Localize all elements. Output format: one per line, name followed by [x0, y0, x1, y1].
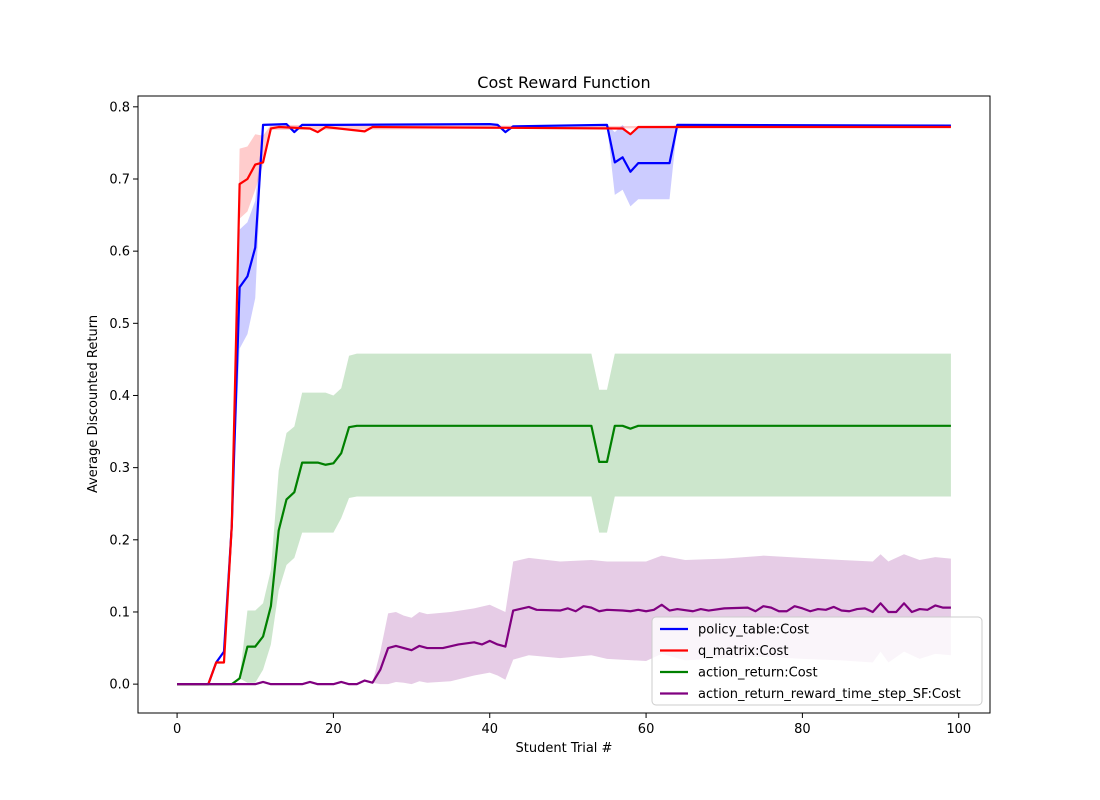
y-tick-label: 0.5 [109, 317, 130, 332]
legend-label-3: action_return:Cost [698, 666, 818, 681]
legend: policy_table:Cost q_matrix:Cost action_ret… [651, 616, 983, 706]
x-tick-label: 20 [325, 722, 342, 737]
x-tick-label: 100 [946, 722, 971, 737]
chart-title: Cost Reward Function [477, 73, 650, 92]
legend-box [651, 616, 983, 706]
x-axis: 0 20 40 60 80 100 [173, 713, 971, 737]
series-lines [177, 123, 951, 686]
legend-label-2: q_matrix:Cost [698, 644, 788, 659]
y-tick-label: 0.8 [109, 100, 130, 115]
series-band-2 [177, 124, 951, 685]
y-tick-label: 0.7 [109, 172, 130, 187]
series-line-2 [177, 125, 951, 686]
y-tick-label: 0.4 [109, 389, 130, 404]
y-tick-label: 0.3 [109, 461, 130, 476]
y-tick-label: 0.0 [109, 678, 130, 693]
series-band-3 [177, 353, 951, 685]
y-tick-label: 0.6 [109, 245, 130, 260]
legend-label-4: action_return_reward_time_step_SF:Cost [698, 687, 961, 702]
x-tick-label: 0 [173, 722, 181, 737]
x-tick-label: 40 [481, 722, 498, 737]
y-axis-label: Average Discounted Return [86, 315, 101, 493]
y-tick-label: 0.1 [109, 605, 130, 620]
x-tick-label: 80 [794, 722, 811, 737]
legend-label-1: policy_table:Cost [698, 623, 809, 638]
series-line-4 [177, 602, 951, 686]
y-axis: 0.0 0.1 0.2 0.3 0.4 0.5 0.6 0.7 0.8 [109, 100, 138, 693]
series-line-3 [177, 424, 951, 686]
x-axis-label: Student Trial # [516, 741, 613, 756]
plot-frame [137, 95, 991, 714]
y-tick-label: 0.2 [109, 533, 130, 548]
x-tick-label: 60 [638, 722, 655, 737]
